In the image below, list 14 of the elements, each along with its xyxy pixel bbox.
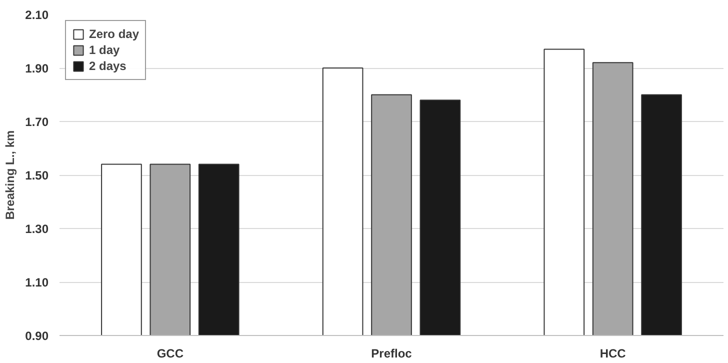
legend-label: 1 day (89, 43, 120, 57)
y-tick-label: 1.10 (25, 276, 49, 290)
y-tick-label: 1.50 (25, 168, 49, 182)
x-tick-label: Prefloc (371, 346, 412, 360)
legend-label: Zero day (89, 27, 140, 41)
y-tick-label: 0.90 (25, 329, 49, 343)
x-tick-label: HCC (600, 346, 626, 360)
y-tick-label: 1.70 (25, 115, 49, 129)
y-tick-label: 1.90 (25, 62, 49, 76)
y-tick-label: 2.10 (25, 8, 49, 22)
legend-label: 2 days (89, 59, 126, 73)
y-tick-label: 1.30 (25, 222, 49, 236)
y-axis-title: Breaking L., km (3, 130, 18, 220)
x-tick-label: GCC (156, 346, 184, 360)
